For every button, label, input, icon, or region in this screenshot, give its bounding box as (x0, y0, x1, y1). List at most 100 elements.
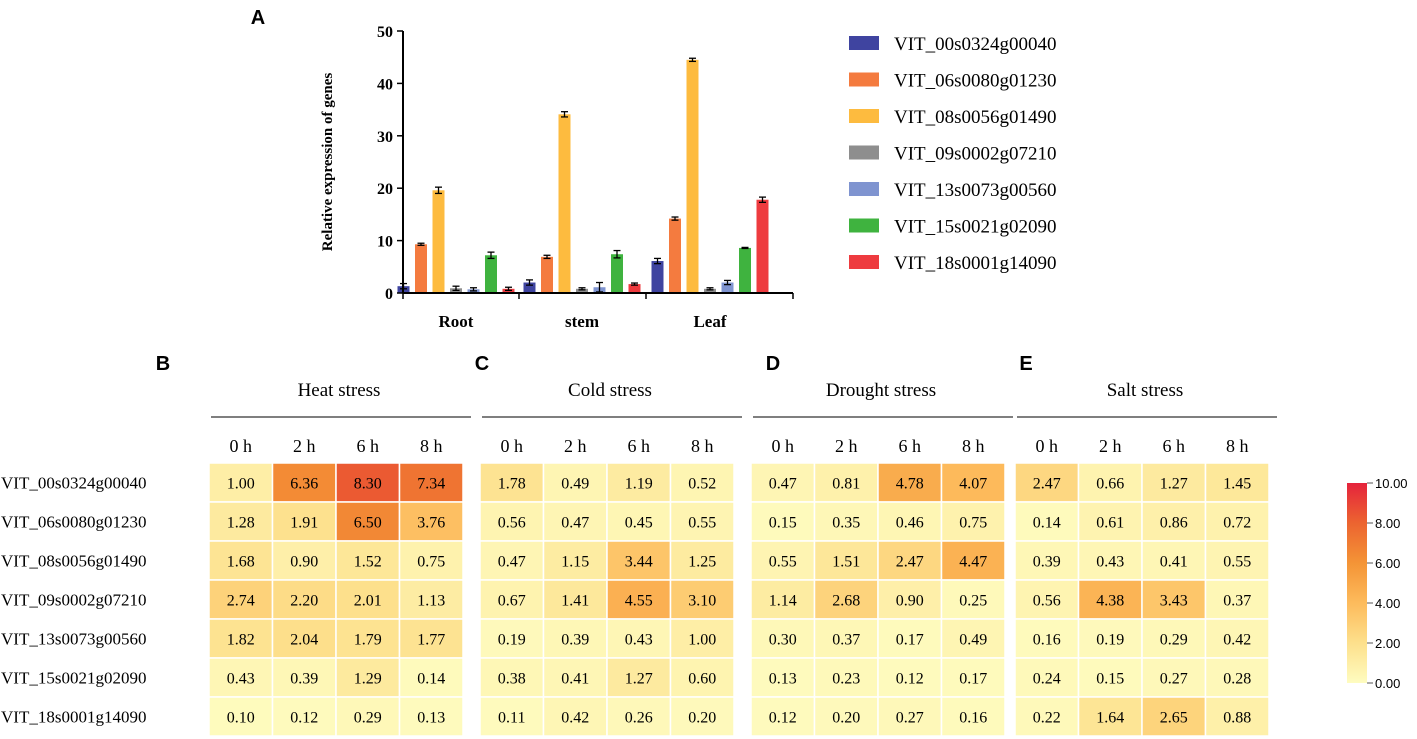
heatmap-cell (1141, 657, 1207, 698)
colorbar-tick-label: 2.00 (1375, 636, 1400, 651)
heatmap-cell (542, 540, 608, 581)
legend-label: VIT_15s0021g02090 (894, 217, 1057, 238)
heatmap-column-label: 8 h (962, 436, 985, 456)
heatmap-title: Cold stress (568, 380, 652, 401)
heatmap-cell-value: 2.47 (1033, 476, 1061, 493)
heatmap-cell-value: 0.17 (959, 671, 987, 688)
gene-label-vit-15s0021g02090: VIT_15s0021g02090 (1, 669, 146, 688)
legend-swatch (849, 109, 879, 123)
heatmap-cell (479, 462, 545, 503)
heatmap-cell-value: 0.43 (625, 632, 653, 649)
heatmap-cell-value: 0.12 (290, 710, 318, 727)
gene-label-vit-00s0324g00040: VIT_00s0324g00040 (1, 474, 146, 493)
legend-swatch (849, 145, 879, 160)
legend-item-vit-18s0001g14090: VIT_18s0001g14090 (849, 253, 1057, 274)
heatmap-title: Salt stress (1107, 380, 1184, 401)
error-bar-vit-00s0324g00040-stem (526, 279, 533, 286)
heatmap-cell-value: 4.38 (1096, 593, 1124, 610)
heatmap-cell-value: 0.11 (498, 710, 525, 727)
bar-vit-08s0056g01490-root (432, 190, 445, 293)
heatmap-cell-value: 0.41 (1160, 554, 1188, 571)
heatmap-cell-value: 1.77 (417, 632, 445, 649)
heatmap-cell-value: 0.15 (1096, 671, 1124, 688)
colorbar-tick-label: 4.00 (1375, 596, 1400, 611)
heatmap-cell-value: 2.68 (832, 593, 860, 610)
heatmap-cell (479, 540, 545, 581)
heatmap-cell-value: 2.47 (896, 554, 924, 571)
heatmap-cell-value: 0.43 (227, 671, 255, 688)
heatmap-cell (542, 579, 608, 620)
heatmap-cell-value: 1.78 (498, 476, 526, 493)
x-tick-label-root: Root (439, 312, 474, 331)
heatmap-cell-value: 0.29 (1160, 632, 1188, 649)
heatmap-cell (813, 501, 879, 542)
heatmap-cell-value: 0.16 (959, 710, 987, 727)
error-bar-vit-09s0002g07210-stem (578, 287, 586, 291)
heatmap-cell-value: 1.79 (354, 632, 382, 649)
x-tick-label-stem: stem (565, 312, 599, 331)
heatmap-cell-value: 0.26 (625, 710, 653, 727)
colorbar-tick-label: 0.00 (1375, 676, 1400, 691)
heatmap-cell-value: 0.42 (561, 710, 589, 727)
y-tick-label: 50 (377, 24, 393, 41)
legend-item-vit-06s0080g01230: VIT_06s0080g01230 (849, 71, 1057, 92)
heatmap-cell-value: 0.60 (688, 671, 716, 688)
gene-label-vit-06s0080g01230: VIT_06s0080g01230 (1, 513, 146, 532)
heatmap-cell-value: 1.25 (688, 554, 716, 571)
heatmap-cell-value: 1.27 (1160, 476, 1188, 493)
heatmap-cell-value: 1.41 (561, 593, 589, 610)
bar-vit-18s0001g14090-stem (628, 284, 641, 293)
panel-label-b: B (156, 353, 170, 375)
error-bar-vit-06s0080g01230-root (417, 242, 425, 246)
heatmap-column-label: 2 h (564, 436, 587, 456)
y-tick-label: 20 (377, 181, 393, 198)
bar-vit-09s0002g07210-leaf (704, 288, 716, 293)
bar-vit-09s0002g07210-stem (576, 288, 588, 293)
heatmap-cell (271, 540, 337, 581)
heatmap-cell (940, 618, 1006, 659)
panel-label-c: C (475, 353, 489, 375)
heatmap-cell-value: 0.61 (1096, 515, 1124, 532)
heatmap-cell (940, 657, 1006, 698)
heatmap-cell-value: 0.43 (1096, 554, 1124, 571)
heatmap-cell (750, 579, 816, 620)
heatmap-cell-value: 0.56 (498, 515, 526, 532)
bar-vit-00s0324g00040-leaf (651, 261, 664, 293)
heatmap-cell-value: 0.39 (290, 671, 318, 688)
heatmap-gene-labels: VIT_00s0324g00040 VIT_06s0080g01230 VIT_08… (1, 474, 146, 727)
heatmap-column-label: 8 h (691, 436, 714, 456)
heatmap-cell-value: 1.15 (561, 554, 589, 571)
heatmap-cell-value: 0.55 (1223, 554, 1251, 571)
heatmap-cell-value: 0.28 (1223, 671, 1251, 688)
bar-vit-13s0073g00560-leaf (721, 282, 734, 293)
error-bar-vit-09s0002g07210-root (452, 285, 460, 292)
legend-label: VIT_18s0001g14090 (894, 253, 1057, 274)
heatmap-cell-value: 1.19 (625, 476, 653, 493)
error-bar-vit-09s0002g07210-leaf (706, 287, 714, 291)
heatmap-cell-value: 0.10 (227, 710, 255, 727)
heatmap-column-label: 0 h (772, 436, 795, 456)
heatmap-cell-value: 1.64 (1096, 710, 1124, 727)
x-tick-label-leaf: Leaf (693, 312, 726, 331)
heatmap-cell (940, 696, 1006, 737)
legend-label: VIT_00s0324g00040 (894, 34, 1057, 55)
error-bar-vit-18s0001g14090-leaf (759, 196, 766, 203)
heatmap-cell (1014, 540, 1080, 581)
heatmap-drought-stress: Drought stress 0 h 2 h 6 h 8 h 0.47 0.81 4.78 4.… (750, 380, 1013, 737)
heatmap-cell-value: 0.75 (959, 515, 987, 532)
heatmap-cell (877, 579, 943, 620)
heatmap-cell-value: 0.24 (1033, 671, 1061, 688)
error-bar-vit-15s0021g02090-leaf (741, 246, 749, 250)
heatmap-cell-value: 0.55 (688, 515, 716, 532)
heatmap-cell-value: 7.34 (417, 476, 445, 493)
legend-swatch (849, 255, 879, 269)
bar-vit-15s0021g02090-leaf (739, 247, 751, 293)
heatmap-cell-value: 0.49 (561, 476, 589, 493)
heatmap-cell-value: 3.44 (625, 554, 653, 571)
heatmap-cell-value: 0.55 (769, 554, 797, 571)
heatmap-cell (1077, 462, 1143, 503)
heatmap-cell-value: 0.13 (417, 710, 445, 727)
heatmap-cell (606, 696, 672, 737)
gene-label-vit-18s0001g14090: VIT_18s0001g14090 (1, 708, 146, 727)
heatmap-cell-value: 0.16 (1033, 632, 1061, 649)
